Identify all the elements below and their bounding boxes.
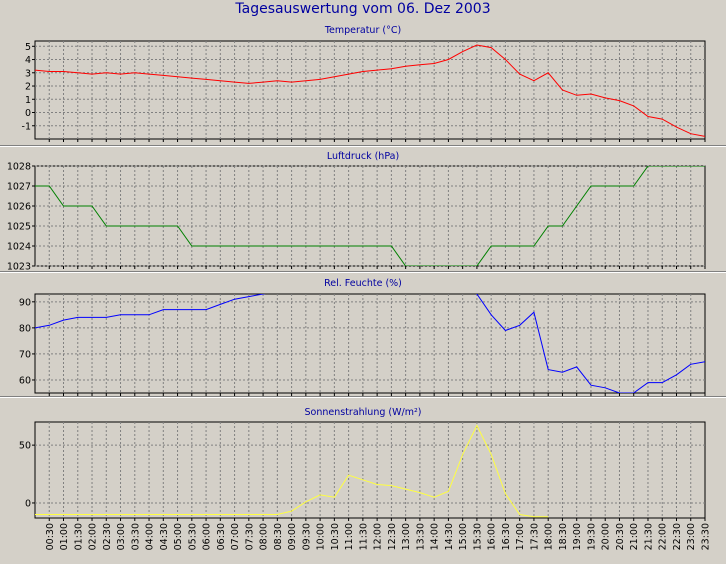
y-tick-label: 60: [19, 375, 31, 386]
plot-area: [34, 165, 706, 267]
x-tick-label: 10:30: [330, 523, 341, 550]
y-tick-label: 0: [25, 108, 31, 119]
x-tick-label: 17:30: [529, 523, 540, 550]
chart-title: Rel. Feuchte (%): [324, 278, 402, 289]
y-tick-label: 80: [19, 323, 31, 334]
x-tick-label: 04:00: [145, 523, 156, 550]
y-tick-label: 1025: [7, 222, 31, 233]
panel-divider: [0, 145, 726, 147]
y-tick-label: 1023: [7, 262, 31, 273]
y-tick-label: 1024: [7, 242, 31, 253]
x-tick-label: 13:30: [415, 523, 426, 550]
y-tick-label: 2: [25, 82, 31, 93]
chart-title: Sonnenstrahlung (W/m²): [305, 407, 422, 418]
x-tick-label: 22:30: [672, 523, 683, 550]
y-tick-label: 1026: [7, 202, 31, 213]
x-tick-label: 21:00: [629, 523, 640, 550]
x-tick-label: 01:30: [73, 523, 84, 550]
series-line: [35, 44, 705, 137]
x-tick-label: 13:00: [401, 523, 412, 550]
x-tick-label: 12:00: [373, 523, 384, 550]
x-tick-label: 03:30: [130, 523, 141, 550]
x-tick-label: 05:00: [173, 523, 184, 550]
x-tick-label: 02:30: [102, 523, 113, 550]
series-line: [35, 166, 705, 266]
x-tick-label: 23:30: [701, 523, 712, 550]
x-tick-label: 07:00: [230, 523, 241, 550]
x-tick-label: 15:30: [472, 523, 483, 550]
chart-panel: Sonnenstrahlung (W/m²) 50 0 00:30 01:00 01:30…: [19, 407, 712, 550]
panel-divider: [0, 396, 726, 398]
x-tick-label: 02:00: [88, 523, 99, 550]
x-tick-label: 21:30: [644, 523, 655, 550]
x-tick-label: 16:00: [487, 523, 498, 550]
y-tick-label: 90: [19, 297, 31, 308]
x-tick-label: 01:00: [59, 523, 70, 550]
x-tick-label: 06:00: [202, 523, 213, 550]
chart-panel: Rel. Feuchte (%) 90 80 70 60: [19, 278, 706, 396]
x-tick-label: 08:30: [273, 523, 284, 550]
x-tick-label: 11:30: [358, 523, 369, 550]
x-tick-label: 16:30: [501, 523, 512, 550]
y-tick-label: 3: [25, 68, 31, 79]
y-tick-label: 0: [25, 498, 31, 509]
x-tick-label: 23:00: [686, 523, 697, 550]
x-tick-label: 14:00: [430, 523, 441, 550]
x-tick-label: 20:00: [601, 523, 612, 550]
x-tick-label: 03:00: [116, 523, 127, 550]
x-tick-label: 22:00: [658, 523, 669, 550]
plot-area: [34, 421, 706, 519]
plot-area: [34, 40, 706, 140]
x-tick-label: 14:30: [444, 523, 455, 550]
y-tick-label: 50: [19, 441, 31, 452]
y-tick-label: 1028: [7, 162, 31, 173]
chart-panel: Luftdruck (hPa) 1028 1027 1026 1025 1024 1023: [7, 151, 706, 273]
plot-area: [34, 293, 706, 394]
x-tick-label: 09:30: [301, 523, 312, 550]
chart-title: Temperatur (°C): [324, 25, 401, 36]
y-tick-label: 4: [25, 55, 31, 66]
series-line: [35, 294, 705, 393]
x-tick-label: 07:30: [244, 523, 255, 550]
x-tick-label: 11:00: [344, 523, 355, 550]
x-tick-label: 19:30: [587, 523, 598, 550]
x-tick-label: 10:00: [316, 523, 327, 550]
y-tick-label: 1: [25, 95, 31, 106]
x-tick-label: 18:30: [558, 523, 569, 550]
x-tick-label: 17:00: [515, 523, 526, 550]
y-tick-label: 70: [19, 349, 31, 360]
panel-divider: [0, 271, 726, 273]
page-title: Tagesauswertung vom 06. Dez 2003: [235, 1, 491, 17]
x-tick-label: 18:00: [544, 523, 555, 550]
x-tick-label: 06:30: [216, 523, 227, 550]
series-line: [35, 424, 549, 518]
x-tick-label: 00:30: [45, 523, 56, 550]
x-tick-label: 08:00: [259, 523, 270, 550]
x-tick-label: 15:00: [458, 523, 469, 550]
chart-title: Luftdruck (hPa): [327, 151, 399, 162]
x-tick-label: 05:30: [187, 523, 198, 550]
chart-panel: Temperatur (°C) 5 4 3 2 1 0 -1: [22, 25, 706, 142]
y-tick-label: 5: [25, 42, 31, 53]
x-tick-label: 12:30: [387, 523, 398, 550]
y-tick-label: 1027: [7, 182, 31, 193]
x-tick-label: 09:00: [287, 523, 298, 550]
x-tick-label: 19:00: [572, 523, 583, 550]
x-tick-label: 20:30: [615, 523, 626, 550]
y-tick-label: -1: [22, 121, 31, 132]
x-tick-label: 04:30: [159, 523, 170, 550]
